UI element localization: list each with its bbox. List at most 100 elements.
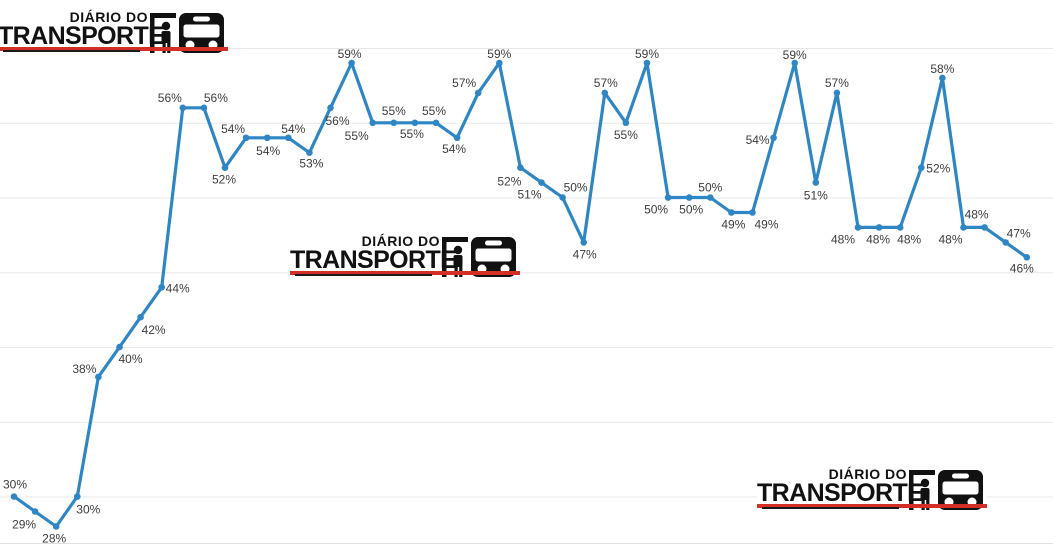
data-point — [474, 89, 482, 97]
data-label: 59% — [338, 47, 362, 61]
data-label: 29% — [12, 518, 36, 532]
data-label: 48% — [965, 207, 989, 221]
logo-dark-underline — [295, 274, 432, 276]
data-point — [791, 59, 798, 67]
data-point — [770, 134, 777, 142]
data-label: 48% — [866, 232, 890, 246]
data-point — [411, 119, 419, 127]
data-label: 54% — [256, 144, 280, 158]
data-point — [643, 59, 651, 67]
data-point — [538, 179, 545, 186]
data-point — [896, 224, 904, 231]
data-point — [749, 209, 756, 216]
data-label: 55% — [614, 128, 638, 142]
point-markers — [10, 59, 1031, 530]
data-point — [960, 224, 967, 231]
data-label: 57% — [594, 76, 618, 90]
data-label: 59% — [783, 48, 807, 62]
data-point — [559, 194, 566, 201]
data-point — [348, 59, 355, 67]
data-label: 52% — [212, 173, 236, 187]
bus-stop-icon — [442, 237, 516, 277]
data-point — [833, 89, 841, 97]
logo-text: DIÁRIO DO TRANSPORTE — [757, 465, 924, 507]
data-label: 57% — [452, 76, 476, 90]
data-point — [390, 119, 398, 127]
data-label: 50% — [679, 203, 703, 217]
diario-do-transporte-logo-top-left: DIÁRIO DO TRANSPORTE — [0, 8, 228, 61]
logo-red-underline — [0, 47, 228, 51]
data-label: 58% — [930, 62, 954, 76]
data-label: 48% — [831, 232, 855, 246]
data-point — [263, 134, 271, 142]
data-point — [728, 209, 735, 216]
data-point — [622, 119, 630, 127]
data-label: 49% — [754, 218, 778, 232]
data-label: 28% — [42, 532, 66, 546]
data-label: 48% — [897, 232, 921, 246]
data-point — [200, 104, 208, 112]
data-point — [981, 224, 988, 231]
data-label: 54% — [746, 133, 770, 147]
data-point — [707, 194, 714, 201]
data-point — [95, 373, 102, 381]
diario-do-transporte-logo-center: DIÁRIO DO TRANSPORTE — [290, 232, 520, 285]
data-label: 50% — [698, 181, 722, 195]
gridlines — [0, 48, 1053, 544]
data-point — [10, 493, 18, 500]
data-point — [918, 164, 925, 171]
logo-line2: TRANSPORTE — [290, 246, 457, 274]
data-point — [137, 313, 144, 321]
data-point — [812, 179, 820, 186]
logo-line1: DIÁRIO DO — [361, 233, 440, 249]
data-label: 59% — [487, 47, 511, 61]
data-label: 47% — [573, 247, 597, 261]
data-point — [369, 119, 377, 127]
data-point — [242, 134, 250, 142]
data-point — [306, 149, 313, 156]
data-label: 46% — [1010, 261, 1034, 275]
logo-line1: DIÁRIO DO — [69, 9, 148, 25]
data-point — [453, 134, 461, 142]
diario-do-transporte-logo-bottom-right: DIÁRIO DO TRANSPORTE — [757, 465, 987, 518]
logo-dark-underline — [3, 50, 140, 52]
data-label: 50% — [644, 203, 668, 217]
data-label: 52% — [926, 162, 950, 176]
data-label: 54% — [221, 122, 245, 136]
data-point — [580, 239, 587, 246]
data-label: 49% — [721, 218, 745, 232]
logo-text: DIÁRIO DO TRANSPORTE — [290, 232, 457, 274]
data-labels: 30%29%28%30%38%40%42%44%56% 56%52%54%54%5… — [3, 47, 1034, 546]
data-label: 56% — [158, 91, 182, 105]
data-label: 53% — [299, 157, 323, 171]
data-point — [31, 508, 39, 515]
data-label: 55% — [345, 129, 369, 143]
bus-stop-icon — [150, 13, 224, 53]
data-point — [496, 59, 503, 67]
data-point — [74, 493, 81, 500]
data-label: 50% — [564, 181, 588, 195]
data-label: 51% — [804, 189, 828, 203]
data-point — [432, 119, 440, 127]
data-point — [1002, 239, 1009, 246]
data-label: 38% — [72, 362, 96, 376]
data-point — [664, 194, 672, 201]
data-label: 44% — [166, 281, 190, 295]
data-point — [285, 134, 292, 142]
data-point — [601, 89, 609, 97]
logo-text: DIÁRIO DO TRANSPORTE — [0, 8, 165, 49]
data-label: 56% — [325, 114, 349, 128]
data-label: 54% — [442, 142, 466, 156]
data-label: 55% — [422, 104, 446, 118]
data-label: 30% — [3, 478, 27, 492]
data-label: 30% — [76, 503, 100, 517]
logo-line2: TRANSPORTE — [757, 479, 924, 507]
logo-red-underline — [757, 504, 987, 508]
data-point — [52, 523, 60, 530]
logo-red-underline — [290, 271, 520, 275]
data-label: 51% — [517, 188, 541, 202]
data-label: 59% — [635, 47, 659, 61]
data-label: 47% — [1007, 226, 1031, 240]
logo-line1: DIÁRIO DO — [828, 466, 907, 482]
